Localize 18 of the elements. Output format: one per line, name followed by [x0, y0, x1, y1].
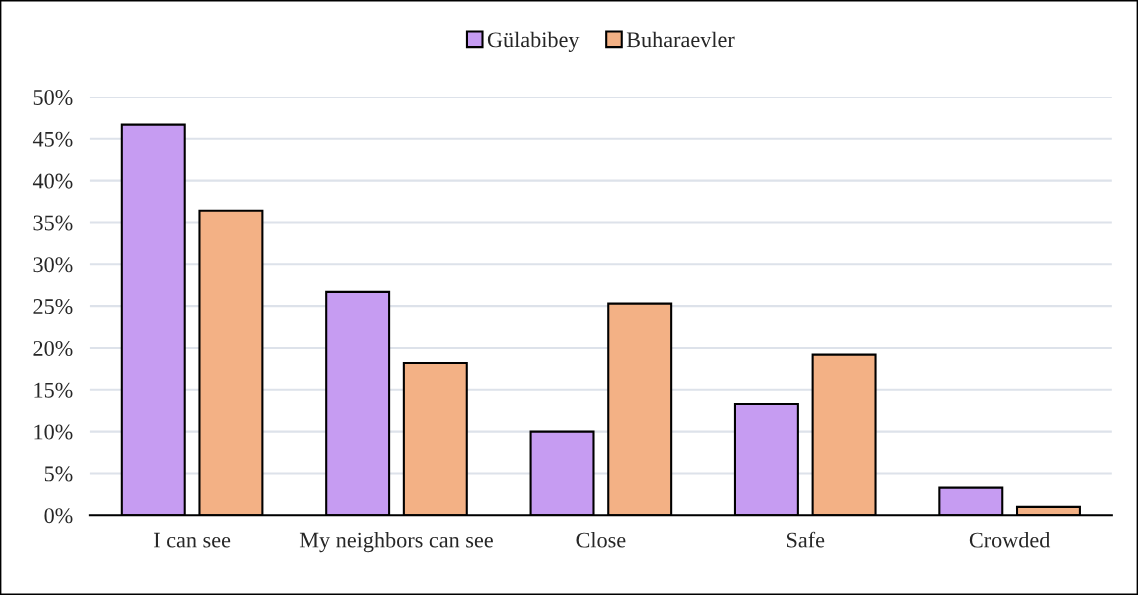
- y-tick-label: 30%: [33, 257, 73, 273]
- y-tick-label: 50%: [33, 89, 73, 105]
- x-tick-label: Close: [576, 531, 626, 548]
- x-tick-label: Safe: [786, 531, 825, 548]
- y-tick-label: 40%: [32, 173, 73, 189]
- y-tick-label: 5%: [44, 466, 73, 482]
- x-tick-label: My neighbors can see: [299, 531, 493, 553]
- y-tick-label: 0%: [44, 508, 73, 524]
- y-tick-label: 10%: [34, 424, 73, 440]
- x-tick-label: Crowded: [969, 531, 1051, 548]
- y-tick-label: 15%: [34, 382, 73, 398]
- legend-label: Gülabibey: [487, 31, 580, 52]
- y-tick-label: 20%: [33, 340, 73, 356]
- x-tick-label: I can see: [154, 532, 231, 548]
- y-tick-label: 45%: [32, 131, 73, 147]
- y-tick-label: 25%: [33, 299, 73, 315]
- legend-label: Buharaevler: [626, 31, 735, 48]
- y-tick-label: 35%: [33, 215, 73, 231]
